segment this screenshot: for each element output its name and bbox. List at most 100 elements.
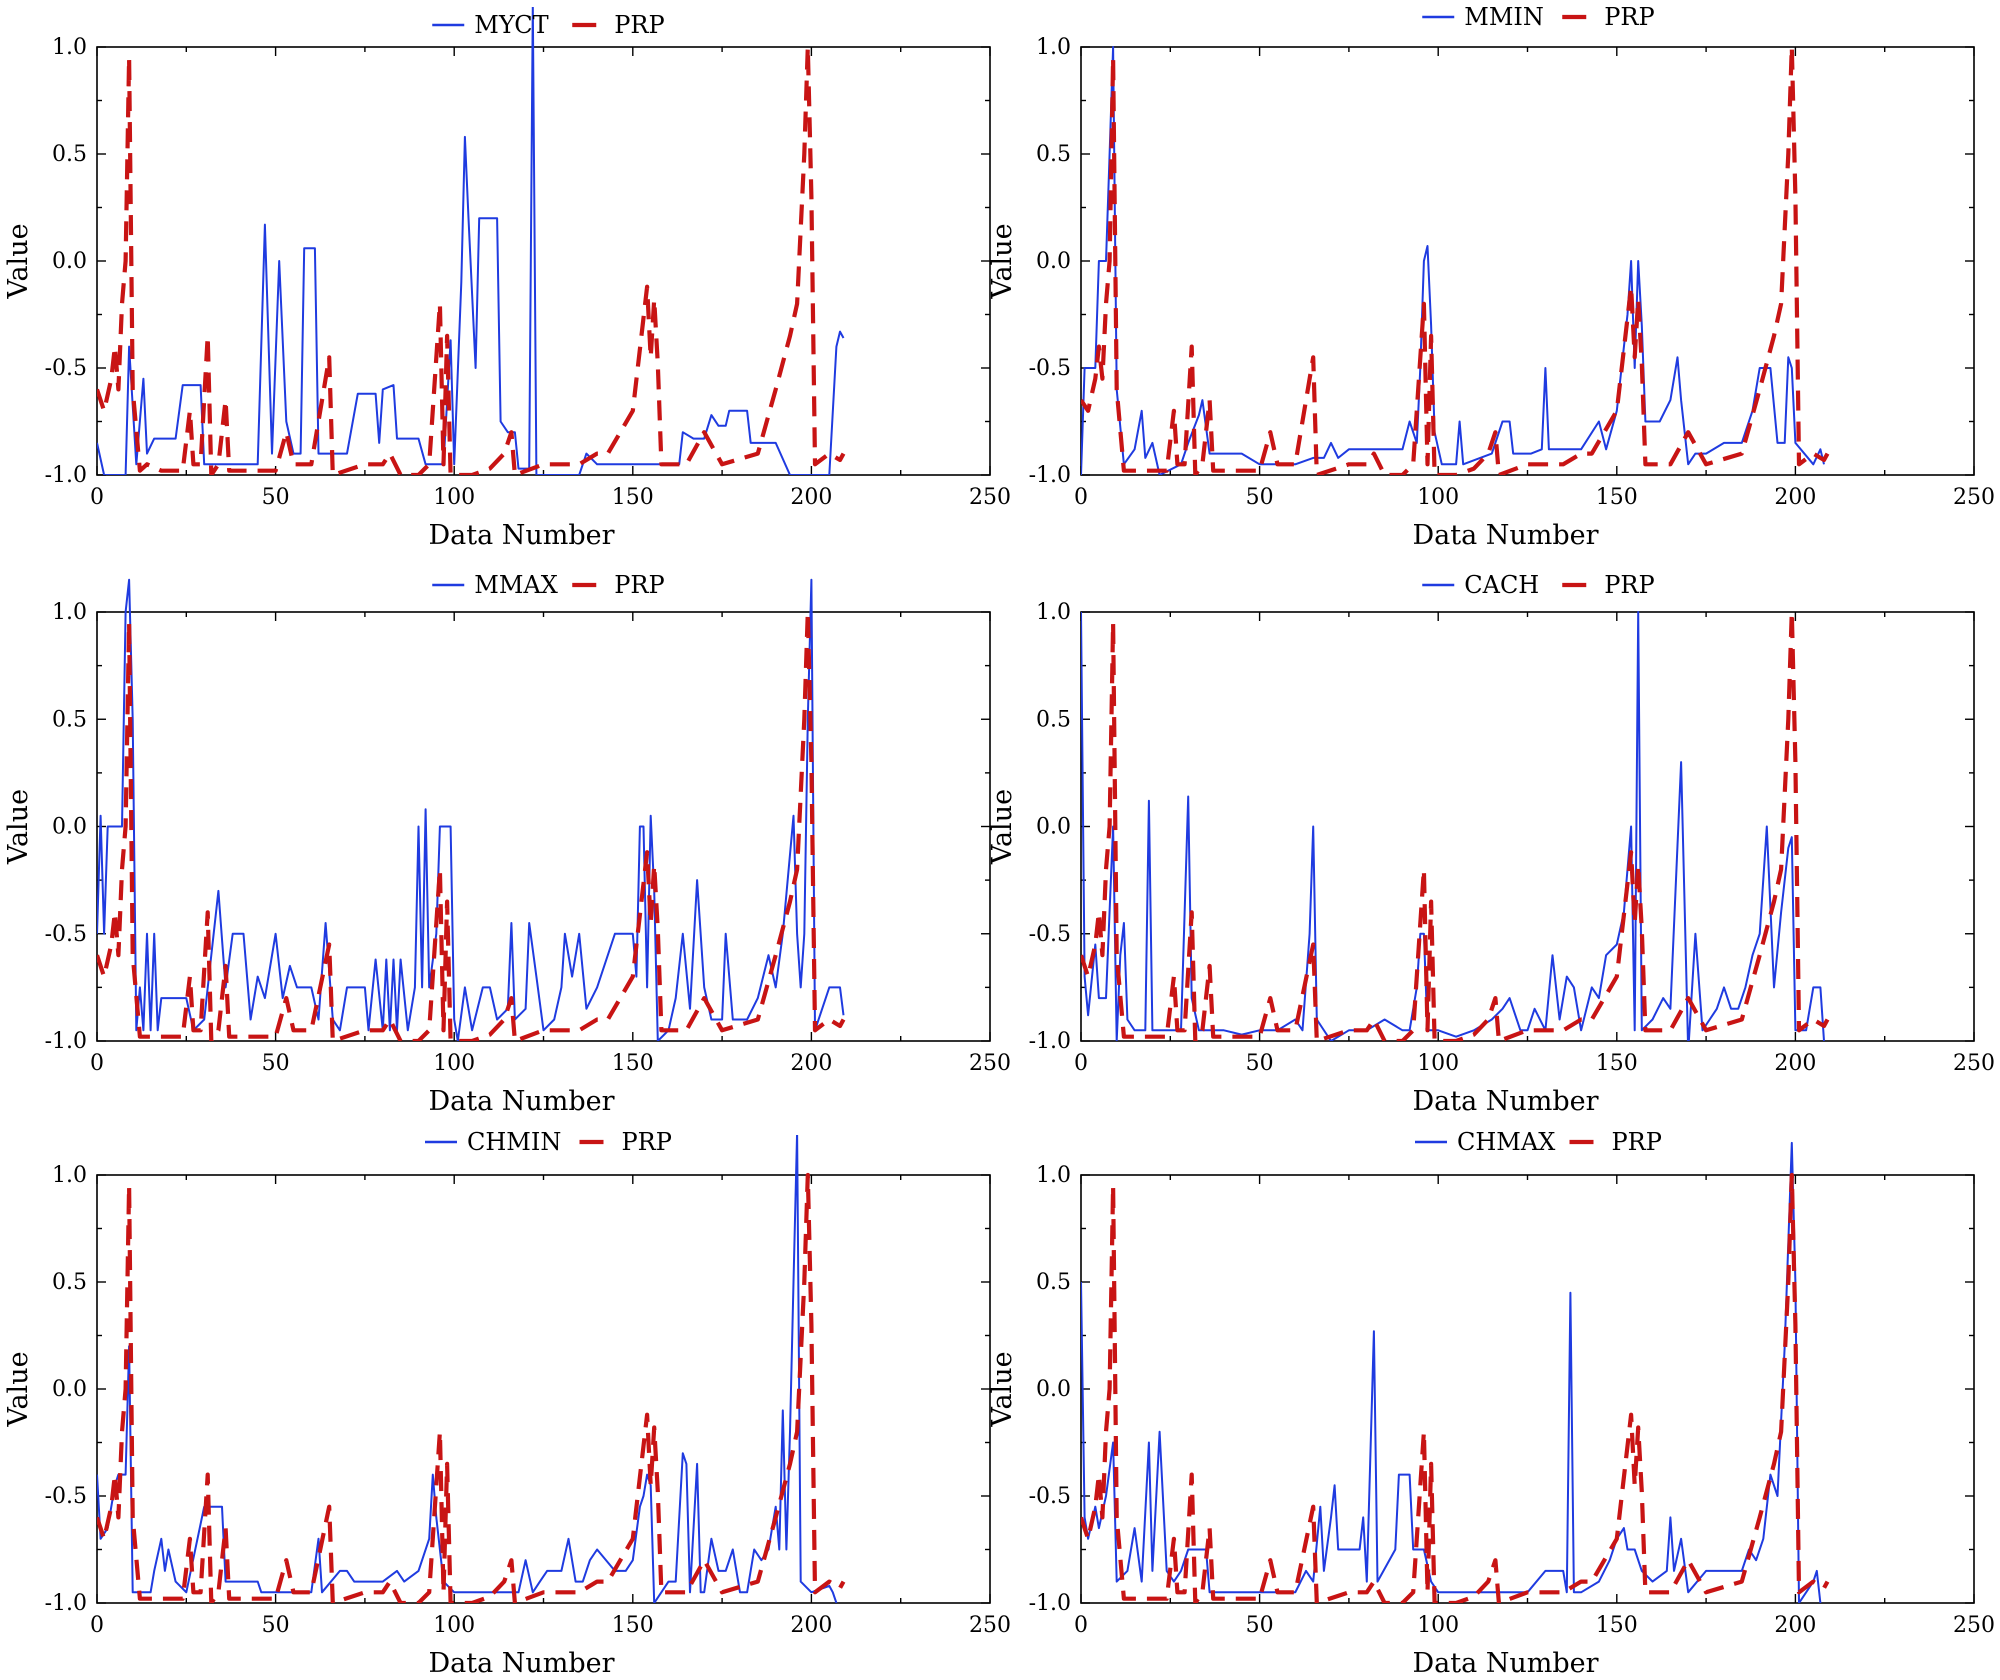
x-tick-label: 150 xyxy=(612,485,654,510)
x-axis-label: Data Number xyxy=(428,520,614,551)
y-tick-label: -1.0 xyxy=(45,463,87,488)
x-tick-label: 0 xyxy=(90,1051,104,1076)
series-line-prp xyxy=(1081,44,1830,475)
legend: CACH PRP xyxy=(1422,571,1655,599)
legend-label-mmax: MMAX xyxy=(474,571,558,599)
legend-label-prp: PRP xyxy=(614,571,664,599)
x-tick-label: 200 xyxy=(790,485,832,510)
x-tick-label: 250 xyxy=(969,1613,1011,1638)
y-tick-label: 1.0 xyxy=(1036,600,1071,625)
y-axis-label: Value xyxy=(987,223,1018,299)
y-tick-label: -0.5 xyxy=(1029,1484,1071,1509)
chart-panel-1: 0 50 100 150 200 250 1.0 0.5 0.0 -0.5 -1.0 Data Num… xyxy=(3,7,1011,551)
x-tick-label: 200 xyxy=(790,1613,832,1638)
y-tick-label: -1.0 xyxy=(45,1029,87,1054)
x-tick-label: 50 xyxy=(262,485,290,510)
plot-frame xyxy=(96,1174,991,1604)
legend-label-prp: PRP xyxy=(1604,3,1654,31)
chart-panel-6: 0 50 100 150 200 250 1.0 0.5 0.0 -0.5 -1.0 Data Num… xyxy=(987,1128,1995,1679)
chart-panel-4: 0 50 100 150 200 250 1.0 0.5 0.0 -0.5 -1.0 Data Num… xyxy=(987,571,1995,1117)
series-line-prp xyxy=(97,44,846,475)
x-tick-label: 250 xyxy=(1953,1613,1995,1638)
y-axis-label: Value xyxy=(987,789,1018,865)
y-tick-label: -0.5 xyxy=(1029,922,1071,947)
y-tick-label: 1.0 xyxy=(1036,35,1071,60)
legend: MYCT PRP xyxy=(432,11,665,39)
legend-label-prp: PRP xyxy=(1604,571,1654,599)
y-tick-label: 0.5 xyxy=(52,142,87,167)
x-tick-label: 100 xyxy=(433,485,475,510)
x-tick-label: 200 xyxy=(1774,1613,1816,1638)
y-tick-label: 0.5 xyxy=(52,707,87,732)
x-tick-label: 150 xyxy=(612,1051,654,1076)
y-tick-label: -1.0 xyxy=(1029,1591,1071,1616)
x-axis-label: Data Number xyxy=(1412,1086,1598,1117)
y-tick-label: -1.0 xyxy=(45,1591,87,1616)
legend-label-chmax: CHMAX xyxy=(1457,1128,1555,1156)
y-tick-label: 0.0 xyxy=(52,815,87,840)
x-tick-label: 150 xyxy=(1596,1051,1638,1076)
x-axis-label: Data Number xyxy=(428,1086,614,1117)
y-tick-label: -0.5 xyxy=(45,356,87,381)
series-line-cach xyxy=(1081,611,1825,1041)
series-line-myct xyxy=(97,7,845,475)
x-tick-label: 250 xyxy=(1953,485,1995,510)
x-tick-label: 0 xyxy=(1074,1613,1088,1638)
x-tick-label: 0 xyxy=(90,1613,104,1638)
y-tick-label: 0.0 xyxy=(1036,249,1071,274)
x-tick-label: 250 xyxy=(969,1051,1011,1076)
y-tick-label: -0.5 xyxy=(45,1484,87,1509)
series-line-prp xyxy=(97,609,846,1041)
legend-label-chmin: CHMIN xyxy=(467,1128,561,1156)
y-axis-label: Value xyxy=(3,1351,34,1427)
chart-panel-2: 0 50 100 150 200 250 1.0 0.5 0.0 -0.5 -1.0 Data Num… xyxy=(987,3,1995,551)
plot-frame xyxy=(1080,611,1975,1042)
y-tick-label: 0.5 xyxy=(1036,707,1071,732)
y-tick-label: 0.5 xyxy=(1036,142,1071,167)
chart-panel-5: 0 50 100 150 200 250 1.0 0.5 0.0 -0.5 -1.0 Data Num… xyxy=(3,1128,1011,1679)
plot-frame xyxy=(1080,46,1975,476)
x-tick-label: 100 xyxy=(1417,485,1459,510)
series-line-chmax xyxy=(1081,1141,1822,1603)
legend-label-prp: PRP xyxy=(622,1128,672,1156)
legend-label-mmin: MMIN xyxy=(1464,3,1544,31)
legend-label-prp: PRP xyxy=(614,11,664,39)
y-tick-label: -1.0 xyxy=(1029,463,1071,488)
legend: MMAX PRP xyxy=(432,571,665,599)
x-tick-label: 50 xyxy=(262,1051,290,1076)
x-tick-label: 150 xyxy=(612,1613,654,1638)
x-axis-label: Data Number xyxy=(1412,1648,1598,1676)
y-tick-label: 0.5 xyxy=(1036,1270,1071,1295)
y-tick-label: 0.0 xyxy=(1036,815,1071,840)
y-tick-label: -0.5 xyxy=(1029,356,1071,381)
plot-frame xyxy=(1080,1174,1975,1604)
x-tick-label: 100 xyxy=(433,1613,475,1638)
x-axis-label: Data Number xyxy=(1412,520,1598,551)
x-tick-label: 100 xyxy=(433,1051,475,1076)
x-tick-label: 50 xyxy=(1246,1613,1274,1638)
y-tick-label: 1.0 xyxy=(1036,1163,1071,1188)
x-tick-label: 200 xyxy=(790,1051,832,1076)
x-tick-label: 0 xyxy=(1074,485,1088,510)
legend-label-cach: CACH xyxy=(1464,571,1539,599)
y-tick-label: 1.0 xyxy=(52,1163,87,1188)
y-axis-label: Value xyxy=(987,1351,1018,1427)
y-tick-label: 0.0 xyxy=(52,249,87,274)
series-line-chmin xyxy=(97,1135,838,1603)
x-tick-label: 100 xyxy=(1417,1613,1459,1638)
x-tick-label: 150 xyxy=(1596,485,1638,510)
x-tick-label: 100 xyxy=(1417,1051,1459,1076)
series-line-prp xyxy=(1081,609,1830,1041)
series-line-prp xyxy=(97,1172,846,1603)
y-tick-label: 1.0 xyxy=(52,600,87,625)
series-line-prp xyxy=(1081,1172,1830,1603)
x-tick-label: 250 xyxy=(969,485,1011,510)
x-tick-label: 250 xyxy=(1953,1051,1995,1076)
plot-frame xyxy=(96,611,991,1042)
x-tick-label: 0 xyxy=(90,485,104,510)
x-tick-label: 150 xyxy=(1596,1613,1638,1638)
plot-frame xyxy=(96,46,991,476)
y-axis-label: Value xyxy=(3,789,34,865)
